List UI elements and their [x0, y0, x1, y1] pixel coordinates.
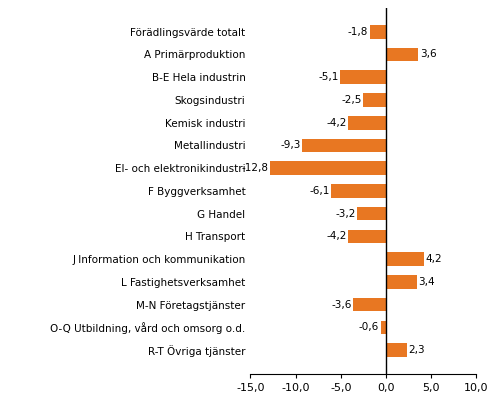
Text: -2,5: -2,5	[342, 95, 362, 105]
Text: 2,3: 2,3	[408, 345, 425, 355]
Bar	[331, 184, 386, 198]
Bar	[386, 252, 424, 266]
Text: -3,6: -3,6	[332, 300, 352, 310]
Bar	[270, 161, 386, 175]
Text: -5,1: -5,1	[318, 72, 338, 82]
Bar	[348, 116, 386, 129]
Text: 3,4: 3,4	[418, 277, 435, 287]
Text: -0,6: -0,6	[359, 322, 379, 332]
Text: 4,2: 4,2	[425, 254, 442, 264]
Text: -9,3: -9,3	[280, 140, 300, 150]
Text: 3,6: 3,6	[420, 49, 436, 59]
Text: -3,2: -3,2	[335, 209, 355, 219]
Bar	[357, 207, 386, 220]
Text: -4,2: -4,2	[326, 118, 347, 128]
Bar	[348, 229, 386, 243]
Bar	[370, 25, 386, 39]
Bar	[302, 139, 386, 152]
Text: -1,8: -1,8	[348, 27, 368, 37]
Text: -6,1: -6,1	[309, 186, 329, 196]
Text: -4,2: -4,2	[326, 232, 347, 242]
Text: -12,8: -12,8	[242, 163, 269, 173]
Bar	[386, 275, 417, 289]
Bar	[386, 48, 418, 61]
Bar	[363, 93, 386, 107]
Bar	[381, 320, 386, 334]
Bar	[386, 343, 407, 357]
Bar	[340, 71, 386, 84]
Bar	[354, 298, 386, 311]
